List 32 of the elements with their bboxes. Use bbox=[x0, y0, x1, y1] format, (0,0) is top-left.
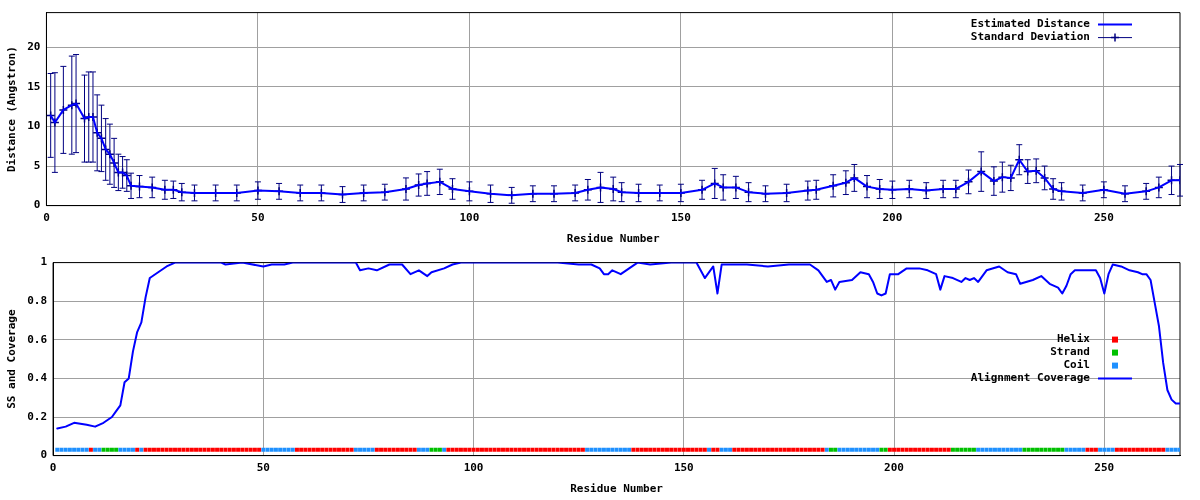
y-tick-label: 0 bbox=[40, 448, 48, 462]
y-tick-label: 0.4 bbox=[27, 371, 48, 385]
y-tick-label: 0 bbox=[33, 198, 41, 212]
legend-label: Helix bbox=[1056, 332, 1091, 346]
legend-label: Strand bbox=[1050, 345, 1090, 359]
y-tick-label: 5 bbox=[33, 158, 41, 172]
x-tick-label: 200 bbox=[884, 461, 904, 475]
x-tick-label: 150 bbox=[670, 211, 691, 225]
x-tick-label: 50 bbox=[256, 461, 270, 475]
x-tick-label: 250 bbox=[1094, 461, 1115, 475]
x-tick-label: 150 bbox=[673, 461, 694, 475]
y-tick-label: 1 bbox=[40, 255, 48, 269]
x-tick-label: 250 bbox=[1093, 211, 1114, 225]
x-tick-label: 200 bbox=[882, 211, 903, 225]
legend-label: Alignment Coverage bbox=[970, 371, 1091, 385]
x-axis-title: Residue Number bbox=[570, 482, 664, 496]
x-axis-title: Residue Number bbox=[566, 232, 660, 246]
legend-label: Standard Deviation bbox=[970, 30, 1090, 44]
x-tick-label: 100 bbox=[463, 461, 484, 475]
y-tick-label: 10 bbox=[27, 119, 41, 133]
y-axis-title: SS and Coverage bbox=[5, 309, 19, 409]
x-tick-label: 50 bbox=[251, 211, 265, 225]
x-tick-label: 0 bbox=[49, 461, 57, 475]
legend-label: Estimated Distance bbox=[970, 17, 1091, 31]
x-tick-label: 100 bbox=[459, 211, 480, 225]
y-tick-label: 15 bbox=[27, 79, 41, 93]
y-tick-label: 0.6 bbox=[27, 332, 48, 346]
y-tick-label: 20 bbox=[27, 40, 41, 54]
y-tick-label: 0.2 bbox=[27, 409, 48, 423]
y-axis-title: Distance (Angstron) bbox=[5, 46, 19, 173]
legend-label: Coil bbox=[1063, 358, 1090, 372]
y-tick-label: 0.8 bbox=[27, 294, 48, 308]
